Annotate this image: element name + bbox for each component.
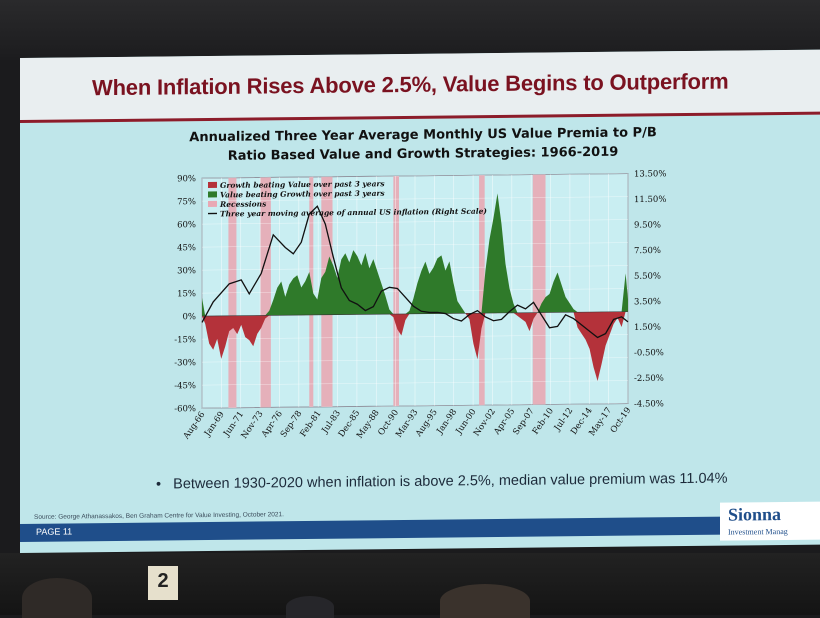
y-left-tick-label: -60% — [174, 404, 196, 414]
projected-slide: When Inflation Rises Above 2.5%, Value B… — [20, 50, 820, 553]
y-left-tick-label: 0% — [183, 312, 196, 322]
legend-swatch — [208, 182, 217, 188]
value-premia-chart: 90% 75% 60% 45% 30% 15% 0% -15% -30% -45% -60% 13.5… — [158, 165, 688, 516]
y-right-tick-label: -4.50% — [634, 399, 664, 409]
y-right-tick-label: -2.50% — [634, 374, 664, 384]
y-left-tick-label: 30% — [177, 266, 196, 276]
legend-label: Value beating Growth over past 3 years — [220, 189, 385, 200]
legend-label: Recessions — [219, 199, 267, 209]
y-left-tick-label: 45% — [177, 243, 196, 253]
y-left-tick-label: 90% — [177, 174, 196, 184]
y-left-tick-label: 60% — [177, 220, 196, 230]
y-left-tick-label: 75% — [177, 197, 196, 207]
bullet-marker: • — [156, 477, 161, 493]
y-right-tick-label: -0.50% — [634, 348, 664, 358]
logo-name: Sionna — [728, 504, 781, 526]
y-right-tick-label: 9.50% — [634, 220, 661, 230]
legend-swatch — [208, 201, 217, 207]
slide-title: When Inflation Rises Above 2.5%, Value B… — [92, 69, 729, 102]
y-right-tick-label: 7.50% — [634, 246, 661, 256]
y-left-tick-label: 15% — [177, 289, 196, 299]
y-right-tick-label: 11.50% — [634, 195, 666, 205]
chart-container: Annualized Three Year Average Monthly US… — [158, 123, 688, 529]
audience-head — [440, 584, 530, 618]
table-number-sign: 2 — [148, 566, 178, 600]
company-logo: Sionna Investment Manag — [720, 502, 820, 541]
slide-title-band: When Inflation Rises Above 2.5%, Value B… — [20, 50, 820, 123]
legend-swatch — [208, 191, 217, 197]
y-left-tick-label: -45% — [174, 381, 196, 391]
y-right-tick-label: 5.50% — [634, 272, 661, 282]
x-tick-label: Oct-19 — [609, 406, 634, 435]
y-right-tick-label: 3.50% — [634, 297, 661, 307]
logo-subtitle: Investment Manag — [728, 527, 788, 537]
chart-title: Annualized Three Year Average Monthly US… — [158, 123, 688, 167]
audience-area — [0, 553, 820, 615]
y-left-tick-label: -30% — [174, 358, 196, 368]
y-right-tick-label: 13.50% — [634, 169, 666, 179]
x-tick-label: Aug-66 — [181, 410, 207, 442]
page-number: PAGE 11 — [36, 526, 72, 536]
audience-head — [22, 578, 92, 618]
y-left-tick-label: -15% — [174, 335, 196, 345]
y-right-tick-label: 1.50% — [634, 323, 661, 333]
table-number: 2 — [148, 570, 178, 593]
